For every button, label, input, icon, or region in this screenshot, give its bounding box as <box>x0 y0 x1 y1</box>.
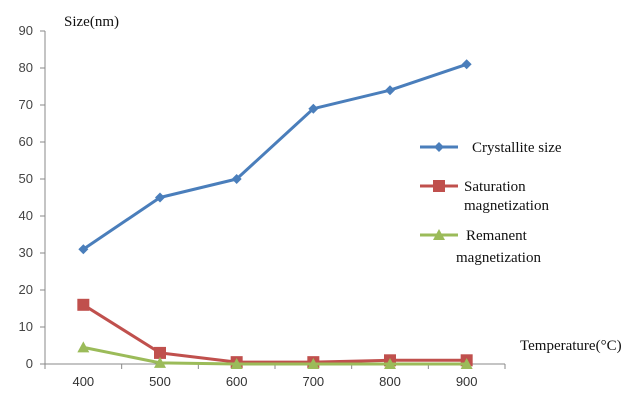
x-tick-label: 400 <box>72 374 94 389</box>
y-tick-label: 40 <box>19 208 33 223</box>
x-tick-label: 800 <box>379 374 401 389</box>
y-tick-label: 60 <box>19 134 33 149</box>
x-axis: 400 500 600 700 800 900 <box>44 363 506 389</box>
plot-area <box>77 59 473 369</box>
y-tick-label: 90 <box>19 23 33 38</box>
y-tick-label: 70 <box>19 97 33 112</box>
data-point <box>154 346 166 359</box>
data-point <box>460 358 473 369</box>
legend-marker <box>433 229 445 240</box>
data-point <box>461 59 472 70</box>
data-point <box>231 174 242 184</box>
legend-label: Remanent <box>466 228 528 244</box>
x-axis-title: Temperature(°C) <box>520 338 622 354</box>
data-point <box>77 298 90 311</box>
series-line <box>83 345 467 366</box>
y-axis: 0 10 20 30 40 50 60 70 80 90 <box>19 23 46 371</box>
y-tick-label: 50 <box>19 171 33 186</box>
data-point <box>78 244 89 255</box>
x-tick-label: 900 <box>456 374 478 389</box>
x-tick-label: 700 <box>302 374 324 389</box>
series-line <box>82 303 467 364</box>
y-tick-label: 20 <box>19 282 33 297</box>
legend: Crystallite size Saturation magnetization R… <box>420 140 562 266</box>
legend-marker <box>434 142 444 152</box>
y-tick-label: 80 <box>19 60 33 75</box>
y-axis-title: Size(nm) <box>64 14 119 30</box>
data-point <box>385 85 395 96</box>
x-tick-label: 500 <box>149 374 171 389</box>
data-point <box>230 358 243 369</box>
legend-label: Saturation <box>464 179 526 195</box>
legend-label: Crystallite size <box>472 140 562 156</box>
data-point <box>154 356 166 368</box>
x-tick-label: 600 <box>226 374 248 389</box>
data-point <box>77 341 90 353</box>
legend-label: magnetization <box>464 198 549 214</box>
data-point <box>155 192 165 203</box>
y-tick-label: 10 <box>19 319 33 334</box>
y-tick-label: 0 <box>26 356 33 371</box>
legend-label: magnetization <box>456 250 541 266</box>
y-tick-label: 30 <box>19 245 33 260</box>
data-point <box>307 358 320 369</box>
data-point <box>308 103 319 114</box>
data-point <box>384 358 396 369</box>
series-line <box>82 62 468 251</box>
legend-marker <box>433 180 445 192</box>
